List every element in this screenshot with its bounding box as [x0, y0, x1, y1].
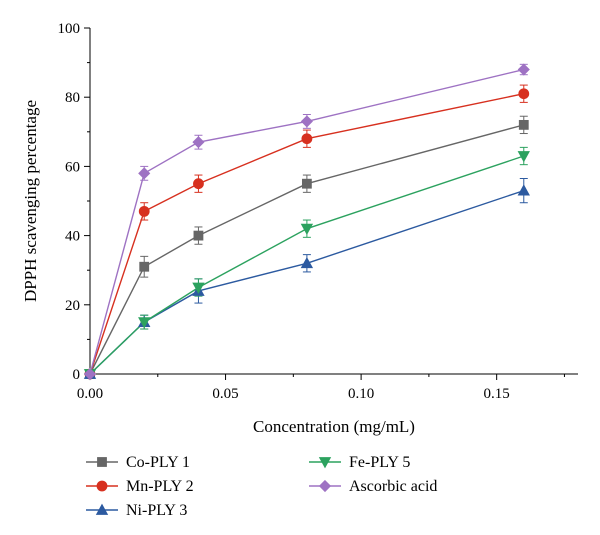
- data-point: [193, 178, 204, 190]
- legend-marker: [318, 479, 332, 493]
- y-axis-title: DPPH scavenging percentage: [21, 100, 40, 302]
- data-point: [138, 317, 151, 329]
- data-point: [518, 88, 530, 100]
- legend: Co-PLY 1 Mn-PLY 2 Ni-PLY 3 Fe-PLY 5 Ascorbic…: [86, 454, 437, 519]
- data-point: [138, 167, 151, 180]
- legend-marker: [97, 457, 107, 467]
- x-tick-label: 0.05: [212, 386, 238, 402]
- x-axis-title: Concentration (mg/mL): [253, 417, 415, 436]
- series-line-2: [89, 189, 525, 375]
- data-point: [138, 205, 150, 217]
- data-point: [192, 136, 205, 149]
- series-line-0: [89, 124, 524, 375]
- legend-item: Co-PLY 1: [86, 454, 190, 471]
- x-tick-label: 0.10: [348, 386, 374, 402]
- data-point: [301, 133, 313, 145]
- legend-marker: [318, 457, 332, 469]
- legend-item: Ascorbic acid: [309, 478, 437, 495]
- y-tick-label: 100: [58, 21, 81, 37]
- legend-label: Ni-PLY 3: [126, 502, 187, 519]
- x-tick-label: 0.00: [77, 386, 103, 402]
- data-point: [301, 178, 312, 189]
- data-point: [517, 151, 530, 163]
- data-point: [193, 230, 204, 241]
- y-tick-label: 80: [65, 90, 80, 106]
- legend-item: Mn-PLY 2: [86, 478, 194, 495]
- legend-label: Ascorbic acid: [349, 478, 437, 495]
- data-point: [300, 115, 313, 128]
- legend-item: Ni-PLY 3: [86, 502, 187, 519]
- y-tick-label: 0: [73, 367, 81, 383]
- y-tick-label: 20: [65, 298, 80, 314]
- legend-label: Mn-PLY 2: [126, 478, 194, 495]
- legend-item: Fe-PLY 5: [309, 454, 410, 471]
- legend-label: Co-PLY 1: [126, 454, 190, 471]
- y-tick-label: 60: [65, 159, 80, 175]
- data-point: [192, 282, 205, 294]
- legend-marker: [95, 503, 109, 515]
- legend-label: Fe-PLY 5: [349, 454, 410, 471]
- x-tick-label: 0.15: [484, 386, 510, 402]
- data-point: [518, 119, 529, 130]
- series-markers: [83, 63, 530, 381]
- data-point: [139, 261, 150, 272]
- data-point: [517, 184, 530, 196]
- data-point: [83, 367, 97, 381]
- legend-marker: [96, 480, 108, 492]
- data-point: [517, 63, 530, 76]
- data-point: [300, 256, 314, 269]
- y-tick-label: 40: [65, 229, 80, 245]
- axes: 0 20 40 60 80 100 0.00 0.05 0.10 0.15: [58, 21, 578, 402]
- data-point: [300, 223, 314, 236]
